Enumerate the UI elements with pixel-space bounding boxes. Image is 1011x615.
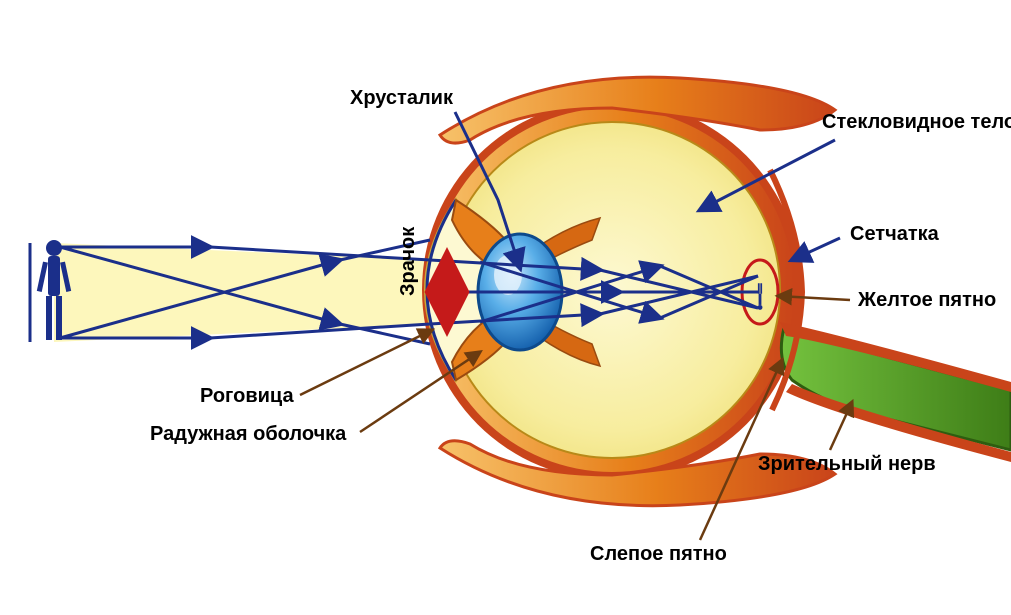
label-iris: Радужная оболочка [150, 423, 347, 445]
label-retina: Сетчатка [850, 223, 940, 245]
label-yellow-spot: Желтое пятно [857, 289, 996, 311]
label-blind-spot: Слепое пятно [590, 543, 727, 565]
eye-diagram: Хрусталик Стекловидное тело Сетчатка Жел… [0, 0, 1011, 615]
label-lens: Хрусталик [350, 87, 454, 109]
label-pupil: Зрачок [397, 226, 419, 296]
label-optic-nerve: Зрительный нерв [758, 453, 936, 475]
optic-nerve [781, 328, 1011, 450]
label-vitreous: Стекловидное тело [822, 111, 1011, 133]
label-cornea: Роговица [200, 385, 294, 407]
